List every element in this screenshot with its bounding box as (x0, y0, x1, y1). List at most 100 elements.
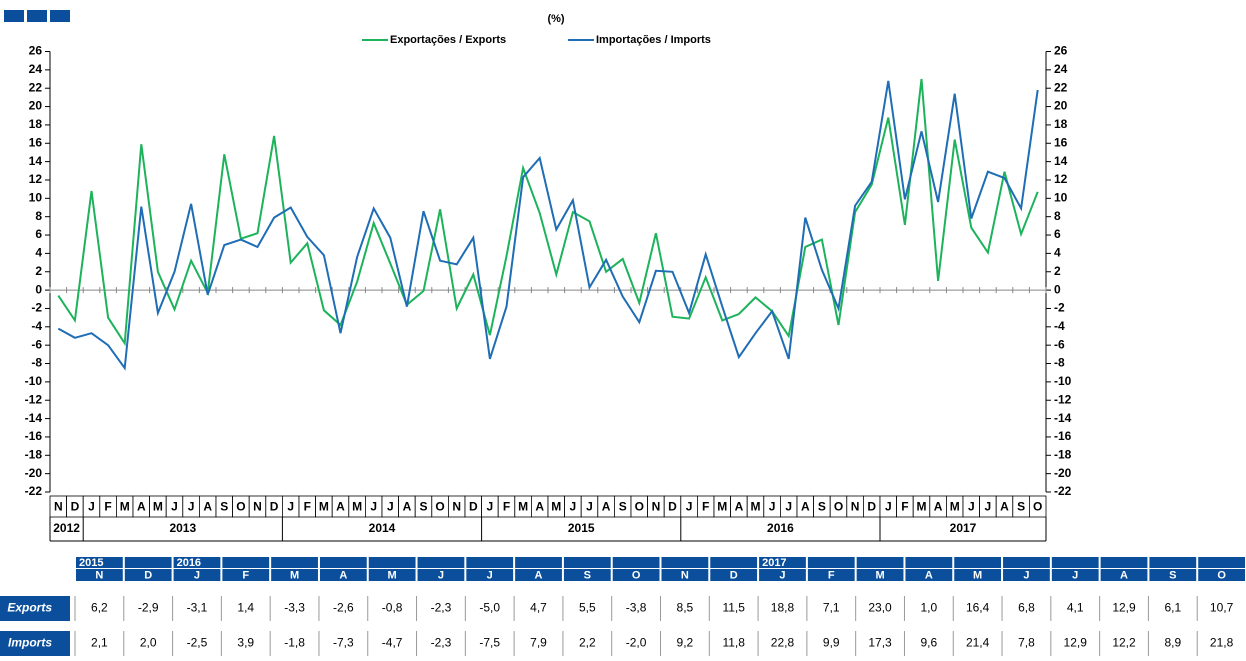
table-month: J (438, 569, 444, 581)
table-value: 17,3 (868, 636, 892, 650)
table-value: 6,1 (1164, 601, 1181, 615)
y-tick-label: -18 (25, 447, 43, 461)
y2-tick-label: -20 (1054, 466, 1072, 480)
month-header-cell (76, 569, 123, 581)
table-value: 4,7 (530, 601, 547, 615)
table-value: 6,8 (1018, 601, 1035, 615)
y-tick-label: 22 (29, 80, 43, 94)
y-tick-label: 14 (29, 154, 43, 168)
month-header-cell (222, 569, 270, 581)
y-tick-label: 8 (35, 209, 42, 223)
table-value: 9,2 (677, 636, 694, 650)
table-value: 3,9 (237, 636, 254, 650)
x-tick-label: A (137, 500, 146, 514)
x-tick-label: J (387, 500, 394, 514)
table-value: -2,3 (431, 601, 452, 615)
table-value: -4,7 (382, 636, 403, 650)
month-cell (1029, 495, 1047, 518)
y-tick-label: 20 (29, 99, 43, 113)
table-value: -2,6 (333, 601, 354, 615)
x-tick-label: M (751, 500, 761, 514)
x-tick-label: A (801, 500, 810, 514)
year-header-cell (319, 557, 367, 568)
month-header-cell (1051, 569, 1099, 581)
x-tick-label: F (304, 500, 311, 514)
table-value: -3,8 (626, 601, 647, 615)
y-tick-label: 6 (35, 227, 42, 241)
year-header-cell (1100, 557, 1148, 568)
year-header-cell (710, 557, 758, 568)
x-tick-label: N (253, 500, 262, 514)
year-header-cell (222, 557, 270, 568)
table-value: 8,9 (1164, 636, 1181, 650)
table-month: M (973, 569, 982, 581)
year-header-cell (1003, 557, 1050, 568)
x-tick-label: J (171, 500, 178, 514)
year-header-cell (515, 557, 562, 568)
data-line (57, 78, 1039, 347)
year-header-cell (124, 557, 172, 568)
y-tick-label: 18 (29, 117, 43, 131)
year-label: 2012 (53, 521, 80, 535)
x-tick-label: J (586, 500, 593, 514)
month-header-cell (905, 569, 953, 581)
month-header-cell (563, 569, 611, 581)
x-tick-label: M (917, 500, 927, 514)
x-tick-label: D (867, 500, 876, 514)
y2-tick-label: -14 (1054, 411, 1072, 425)
x-tick-label: D (71, 500, 80, 514)
x-tick-label: J (570, 500, 577, 514)
year-label: 2015 (568, 521, 595, 535)
table-value: -7,3 (333, 636, 354, 650)
y2-tick-label: -12 (1054, 392, 1072, 406)
month-header-cell (1198, 569, 1245, 581)
month-header-cell (515, 569, 562, 581)
month-header-cell (466, 569, 514, 581)
table-value: 7,1 (823, 601, 840, 615)
table-month: D (144, 569, 152, 581)
y-tick-label: -16 (25, 429, 43, 443)
year-label: 2017 (950, 521, 977, 535)
month-header-cell (1149, 569, 1197, 581)
x-tick-label: N (54, 500, 63, 514)
x-tick-label: A (203, 500, 212, 514)
x-tick-label: N (652, 500, 661, 514)
x-tick-label: S (818, 500, 826, 514)
month-header-cell (417, 569, 465, 581)
data-line (57, 80, 1039, 371)
year-header-cell (759, 557, 806, 568)
table-month: A (1120, 569, 1128, 581)
table-month: J (1023, 569, 1029, 581)
x-tick-label: M (120, 500, 130, 514)
logo-block (27, 10, 47, 22)
table-value: 21,8 (1210, 636, 1234, 650)
legend-label: Exportações / Exports (390, 34, 506, 46)
month-header-cell (173, 569, 221, 581)
table-month: N (681, 569, 689, 581)
y2-tick-label: 24 (1054, 62, 1068, 76)
table-value: 22,8 (771, 636, 795, 650)
y2-tick-label: 0 (1054, 282, 1061, 296)
x-tick-label: S (1017, 500, 1025, 514)
x-tick-label: F (104, 500, 111, 514)
row-label: Imports (8, 636, 52, 650)
year-header-cell (905, 557, 953, 568)
y-tick-label: 0 (35, 282, 42, 296)
logo-block (50, 10, 70, 22)
year-header-cell (173, 557, 221, 568)
table-value: 7,9 (530, 636, 547, 650)
table-month: J (194, 569, 200, 581)
month-header-cell (954, 569, 1002, 581)
table-value: 2,1 (91, 636, 108, 650)
x-tick-label: J (686, 500, 693, 514)
table-month: J (779, 569, 785, 581)
y2-tick-label: -10 (1054, 374, 1072, 388)
month-header-cell (319, 569, 367, 581)
table-value: 21,4 (966, 636, 990, 650)
year-header-cell (368, 557, 416, 568)
table-value: -2,0 (626, 636, 647, 650)
year-header-cell (807, 557, 855, 568)
y2-tick-label: 22 (1054, 80, 1068, 94)
x-tick-label: A (934, 500, 943, 514)
